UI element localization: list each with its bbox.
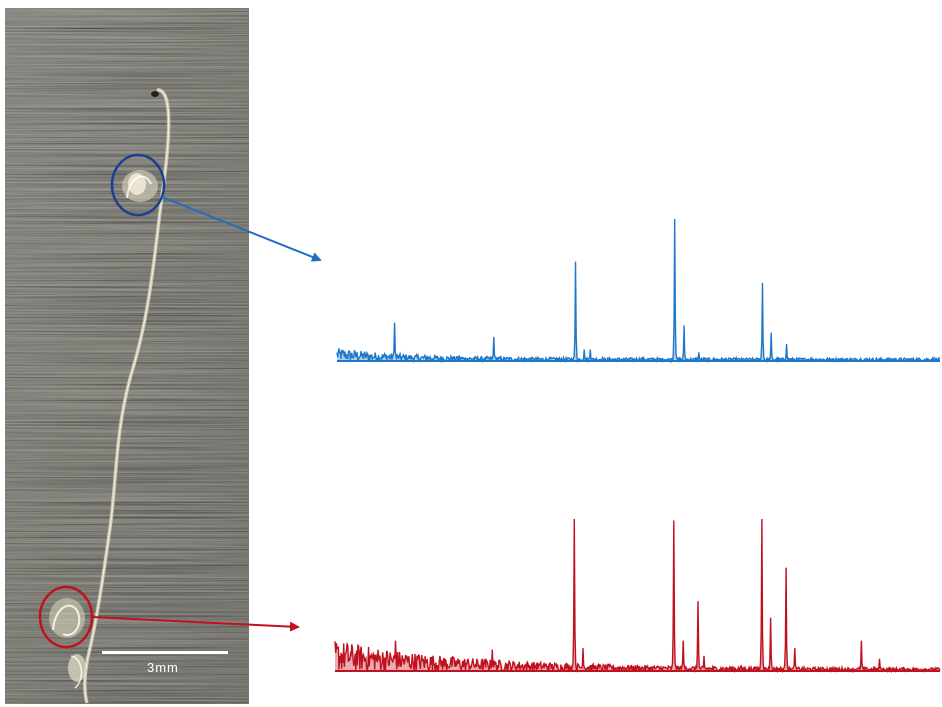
- scale-bar: [102, 651, 228, 654]
- dark-speck: [151, 91, 159, 97]
- blue-circle-marker: [110, 153, 166, 217]
- metal-texture: [5, 8, 249, 704]
- blue-arrow: [161, 196, 322, 262]
- red-spectrum-trace: [334, 518, 941, 674]
- sample-photograph: [5, 8, 249, 704]
- red-spectrum-fill: [335, 519, 940, 671]
- scale-bar-label: 3mm: [147, 660, 179, 675]
- lower-blob: [49, 598, 86, 689]
- red-arrow: [91, 616, 300, 632]
- upper-blob: [122, 170, 158, 202]
